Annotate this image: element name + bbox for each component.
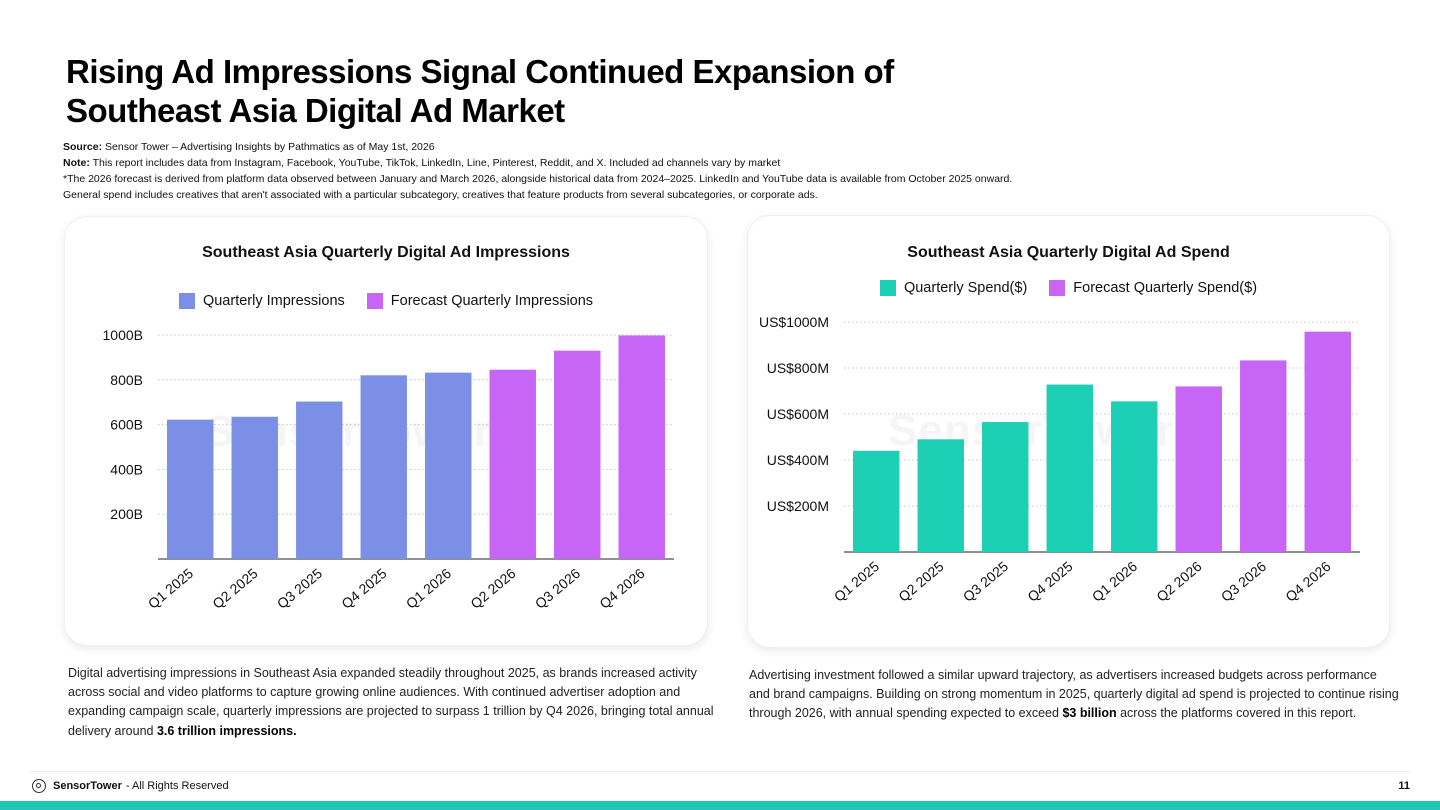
y-tick-label: 600B: [110, 417, 143, 433]
footer: SensorTower - All Rights Reserved: [32, 779, 229, 793]
x-tick-label: Q4 2026: [1282, 558, 1334, 605]
source-label: Source:: [63, 141, 103, 153]
x-tick-label: Q1 2025: [831, 558, 883, 605]
source-line: Source: Sensor Tower – Advertising Insig…: [63, 139, 1012, 155]
x-tick-label: Q2 2026: [467, 565, 519, 612]
x-tick-label: Q3 2026: [1218, 558, 1270, 605]
spend-description: Advertising investment followed a simila…: [749, 666, 1399, 724]
spend-bar-chart: US$200M US$400M US$600M US$800M US$1000M Q1 2…: [759, 314, 1360, 605]
impressions-bar-chart: 200B 400B 600B 800B 1000B Q1 2025 Q2 2025 Q3 20…: [103, 327, 674, 612]
y-tick-label: US$800M: [767, 360, 829, 376]
y-tick-label: 400B: [110, 461, 143, 477]
page-title: Rising Ad Impressions Signal Continued E…: [66, 53, 894, 129]
bar-q4-2026: [618, 335, 665, 559]
legend-item-quarterly-spend: Quarterly Spend($): [879, 280, 1028, 296]
x-tick-label: Q2 2026: [1153, 558, 1205, 605]
source-notes: Source: Sensor Tower – Advertising Insig…: [63, 139, 1012, 203]
legend-item-forecast-spend: Forecast Quarterly Spend($): [1049, 280, 1257, 296]
y-tick-label: US$600M: [767, 406, 829, 422]
bar-q4-2026: [1304, 331, 1351, 552]
note-line: Note: This report includes data from Ins…: [63, 155, 1012, 171]
footer-divider: [30, 771, 1410, 772]
bar-q2-2026: [489, 369, 536, 559]
x-tick-label: Q4 2026: [596, 565, 648, 612]
legend-label-forecast-impressions: Forecast Quarterly Impressions: [390, 293, 594, 309]
bar-q2-2026: [1175, 386, 1222, 552]
bottom-accent-bar: [0, 801, 1440, 810]
spend-description-text: Advertising investment followed a simila…: [749, 668, 1399, 721]
legend-label-quarterly-impressions: Quarterly Impressions: [202, 293, 345, 309]
spend-description-text-after: across the platforms covered in this rep…: [1116, 706, 1357, 721]
y-tick-label: 800B: [110, 372, 143, 388]
x-tick-label: Q3 2026: [532, 565, 584, 612]
x-tick-label: Q1 2026: [1089, 558, 1141, 605]
x-tick-label: Q2 2025: [895, 558, 947, 605]
note-line-3: General spend includes creatives that ar…: [63, 189, 818, 201]
bar-q3-2025: [982, 422, 1029, 552]
legend-label-quarterly-spend: Quarterly Spend($): [903, 280, 1028, 296]
note-label: Note:: [63, 157, 90, 169]
legend-item-forecast-impressions: Forecast Quarterly Impressions: [366, 293, 594, 309]
spend-legend: Quarterly Spend($) Forecast Quarterly Sp…: [748, 280, 1389, 296]
x-tick-label: Q3 2025: [960, 558, 1012, 605]
bar-q3-2026: [1240, 360, 1287, 552]
x-tick-label: Q2 2025: [209, 565, 261, 612]
footer-brand: SensorTower: [53, 780, 122, 792]
bar-q1-2026: [425, 372, 472, 559]
source-text: Sensor Tower – Advertising Insights by P…: [105, 141, 435, 153]
sensor-tower-logo-icon: [32, 779, 46, 793]
spend-chart-title: Southeast Asia Quarterly Digital Ad Spen…: [907, 244, 1230, 261]
x-tick-label: Q1 2026: [403, 565, 455, 612]
y-tick-label: US$400M: [767, 452, 829, 468]
bar-q4-2025: [1046, 384, 1093, 552]
impressions-chart-card: SensorTower Southeast Asia Quarterly Dig…: [65, 217, 707, 645]
spend-description-highlight: $3 billion: [1062, 706, 1117, 721]
page-number: 11: [1398, 780, 1410, 792]
impressions-chart-title: Southeast Asia Quarterly Digital Ad Impr…: [202, 244, 570, 261]
y-tick-label: 200B: [110, 506, 143, 522]
x-tick-label: Q4 2025: [1024, 558, 1076, 605]
bar-q1-2025: [167, 419, 214, 559]
y-tick-label: 1000B: [103, 327, 143, 343]
legend-swatch-forecast-spend: [1049, 280, 1066, 296]
note-line-2: *The 2026 forecast is derived from platf…: [63, 173, 1013, 185]
x-tick-label: Q4 2025: [338, 565, 390, 612]
footer-rights: - All Rights Reserved: [125, 780, 229, 792]
legend-item-quarterly-impressions: Quarterly Impressions: [178, 293, 345, 309]
bar-q3-2025: [296, 401, 343, 559]
bar-q2-2025: [917, 439, 964, 552]
legend-swatch-quarterly-impressions: [178, 293, 195, 309]
bar-q1-2026: [1111, 401, 1158, 552]
impressions-legend: Quarterly Impressions Forecast Quarterly…: [65, 293, 707, 309]
impressions-description-text: Digital advertising impressions in South…: [68, 666, 714, 738]
spend-chart-card: SensorTower Southeast Asia Quarterly Dig…: [748, 216, 1389, 647]
bar-q4-2025: [360, 375, 407, 559]
y-tick-label: US$200M: [767, 498, 829, 514]
impressions-description-highlight: 3.6 trillion impressions.: [156, 723, 297, 738]
impressions-description: Digital advertising impressions in South…: [68, 664, 718, 741]
legend-swatch-quarterly-spend: [879, 280, 896, 296]
legend-swatch-forecast-impressions: [366, 293, 383, 309]
x-tick-label: Q1 2025: [145, 565, 197, 612]
y-tick-label: US$1000M: [759, 314, 829, 330]
x-tick-label: Q3 2025: [274, 565, 326, 612]
bar-q3-2026: [554, 350, 601, 559]
bar-q1-2025: [853, 450, 900, 552]
legend-label-forecast-spend: Forecast Quarterly Spend($): [1073, 280, 1258, 296]
bar-q2-2025: [231, 416, 278, 559]
note-text: This report includes data from Instagram…: [92, 157, 781, 169]
